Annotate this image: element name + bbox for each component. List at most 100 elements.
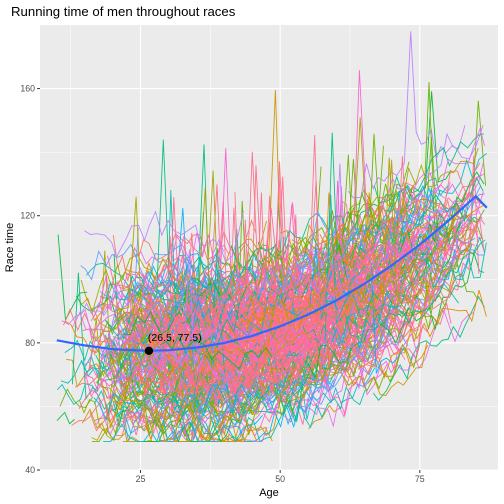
runner-line	[106, 290, 228, 391]
runner-line	[288, 161, 410, 257]
runner-line	[184, 314, 243, 360]
runner-line	[171, 255, 336, 425]
runner-line	[116, 349, 186, 402]
runner-line	[245, 311, 278, 333]
runner-line	[71, 397, 118, 426]
runner-line	[308, 318, 355, 346]
runner-line	[348, 147, 479, 215]
runner-line	[59, 388, 94, 408]
runner-line	[155, 362, 235, 403]
runner-line	[401, 209, 485, 289]
runner-line	[308, 404, 342, 430]
runner-line	[319, 182, 417, 253]
annotation-point	[144, 346, 154, 356]
runner-line	[310, 309, 474, 428]
runner-line	[194, 275, 234, 315]
runner-line	[159, 336, 273, 370]
runner-line	[217, 334, 365, 400]
runner-line	[230, 245, 263, 269]
runner-line	[216, 255, 308, 308]
runner-line	[89, 406, 117, 432]
runner-line	[305, 156, 479, 322]
runner-line	[317, 145, 384, 264]
x-axis-title: Age	[259, 487, 279, 499]
runner-line	[324, 194, 487, 353]
runner-line	[265, 308, 381, 394]
runner-line	[71, 311, 98, 330]
trend-line	[56, 194, 488, 352]
runner-line	[343, 157, 462, 334]
runner-line	[289, 330, 371, 372]
runner-line	[371, 266, 405, 374]
y-tick-label-2: 120	[20, 211, 35, 221]
runner-line	[80, 272, 165, 317]
y-tick-label-1: 80	[25, 338, 35, 348]
runner-line	[226, 380, 247, 405]
y-tick-label-3: 160	[20, 84, 35, 94]
annotation-label: (26.5, 77.5)	[148, 332, 202, 344]
runner-line	[167, 290, 223, 320]
runner-line	[104, 281, 235, 306]
runner-line	[261, 330, 312, 356]
runner-line	[113, 196, 164, 341]
y-tick-label-0: 40	[25, 465, 35, 475]
runner-line	[252, 266, 300, 298]
runner-line	[362, 216, 405, 264]
runner-line	[146, 291, 296, 347]
runner-line	[297, 134, 412, 314]
runner-line	[300, 273, 455, 384]
runner-line	[383, 191, 484, 261]
runner-line	[178, 246, 339, 356]
x-tick-label-1: 50	[275, 474, 285, 484]
runner-line	[294, 231, 356, 278]
runner-line	[81, 275, 247, 322]
runner-line	[226, 386, 366, 443]
runner-line	[126, 369, 277, 432]
runner-line	[188, 401, 238, 433]
runner-line	[354, 190, 432, 249]
runner-line	[141, 240, 192, 334]
runner-line	[103, 415, 263, 443]
runner-line	[311, 315, 409, 389]
runner-line	[74, 365, 214, 421]
runner-line	[372, 295, 485, 402]
runner-line	[294, 354, 383, 413]
runner-line	[351, 195, 458, 268]
runner-line	[167, 285, 248, 349]
chart-title: Running time of men throughout races	[11, 4, 236, 19]
runner-line	[271, 219, 450, 312]
runner-line	[354, 281, 447, 347]
runner-line	[161, 349, 191, 366]
runner-line	[195, 359, 239, 381]
runner-line	[225, 89, 328, 275]
runner-line	[318, 344, 370, 388]
y-axis-title: Race time	[4, 223, 16, 273]
runner-line	[188, 300, 357, 412]
x-tick-label-2: 75	[415, 474, 425, 484]
runner-line	[349, 177, 484, 260]
runner-line	[303, 310, 330, 328]
runner-line	[120, 384, 221, 435]
runner-line	[191, 299, 339, 355]
runner-line	[357, 289, 487, 380]
runner-line	[93, 393, 131, 422]
runner-line	[170, 339, 267, 367]
runner-line	[246, 325, 339, 381]
runner-line	[379, 127, 486, 212]
runner-line	[367, 341, 428, 396]
runner-line	[346, 162, 481, 240]
runner-line	[322, 193, 483, 299]
runner-line	[154, 343, 328, 409]
runner-line	[99, 276, 228, 320]
runner-line	[140, 278, 221, 330]
runner-line	[288, 304, 316, 337]
runner-line	[94, 383, 248, 442]
runner-lines	[56, 31, 488, 443]
runner-line	[84, 210, 244, 263]
runner-line	[242, 281, 366, 332]
x-tick-label-0: 25	[136, 474, 146, 484]
runner-line	[110, 366, 187, 402]
runner-line	[142, 255, 246, 296]
axes: 25 50 75 40 80 120 160	[20, 84, 424, 484]
